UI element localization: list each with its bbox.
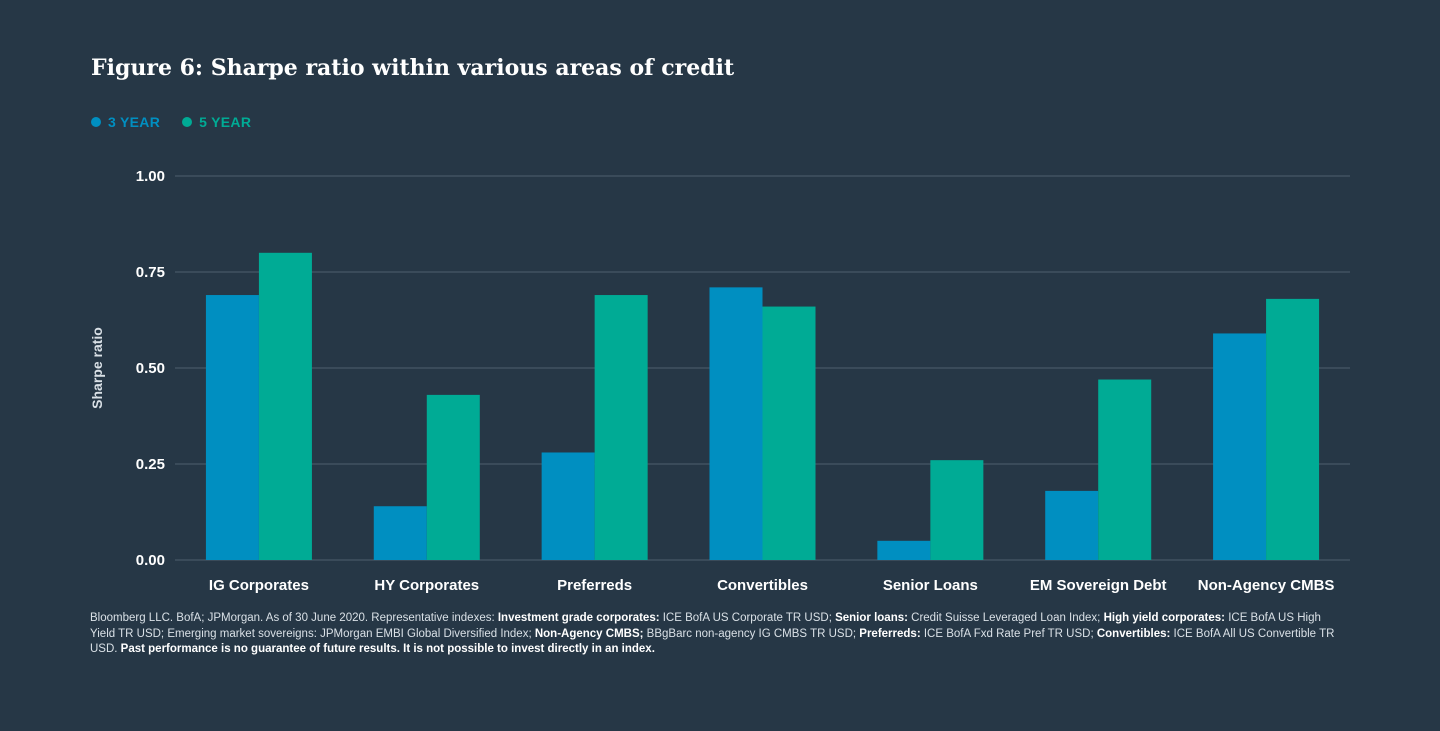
x-tick-label: IG Corporates bbox=[209, 577, 309, 594]
bar-3-year bbox=[205, 295, 259, 560]
y-tick-label: 0.25 bbox=[136, 456, 165, 473]
x-tick-label: HY Corporates bbox=[374, 577, 479, 594]
footnote-segment: ICE BofA Fxd Rate Pref TR USD; bbox=[920, 627, 1097, 640]
footnote-segment: Senior loans: bbox=[835, 612, 908, 624]
bar-3-year bbox=[1213, 333, 1267, 560]
footnote-segment: Preferreds: bbox=[859, 627, 921, 640]
y-axis-label: Sharpe ratio bbox=[89, 327, 105, 409]
y-tick-label: 0.50 bbox=[136, 360, 165, 377]
footnote-segment: Credit Suisse Leveraged Loan Index; bbox=[907, 612, 1104, 624]
footnote-segment: Convertibles: bbox=[1096, 627, 1171, 640]
source-footnote: Bloomberg LLC. BofA; JPMorgan. As of 30 … bbox=[90, 611, 1340, 658]
legend-label-5-year: 5 YEAR bbox=[199, 114, 252, 130]
bar-5-year bbox=[930, 460, 984, 560]
x-tick-label: Non-Agency CMBS bbox=[1198, 577, 1335, 594]
footnote-segment: BBgBarc non-agency IG CMBS TR USD; bbox=[643, 627, 860, 640]
y-tick-label: 1.00 bbox=[136, 168, 165, 185]
footnote-segment: Past performance is no guarantee of futu… bbox=[120, 643, 655, 655]
bar-5-year bbox=[1266, 298, 1320, 560]
legend-swatch-5-year bbox=[182, 117, 193, 127]
bar-3-year bbox=[541, 452, 595, 560]
legend-swatch-3-year bbox=[91, 117, 101, 127]
bar-3-year bbox=[1045, 490, 1099, 560]
footnote-segment: ICE BofA All US Convertible TR USD. bbox=[90, 627, 1335, 656]
chart-title: Figure 6: Sharpe ratio within various ar… bbox=[91, 55, 735, 81]
chart-legend: 3 YEAR 5 YEAR bbox=[91, 114, 251, 130]
bar-3-year bbox=[877, 540, 931, 560]
legend-item-3-year: 3 YEAR bbox=[91, 114, 160, 130]
bar-5-year bbox=[1098, 379, 1152, 560]
bar-3-year bbox=[709, 287, 763, 560]
y-tick-label: 0.75 bbox=[136, 264, 165, 281]
x-tick-label: EM Sovereign Debt bbox=[1030, 577, 1167, 594]
footnote-segment: ICE BofA US High Yield TR USD; Emerging … bbox=[90, 612, 1321, 640]
bar-5-year bbox=[594, 295, 648, 560]
bar-5-year bbox=[762, 306, 816, 560]
footnote-segment: Investment grade corporates: bbox=[497, 612, 660, 624]
x-tick-label: Senior Loans bbox=[883, 577, 978, 594]
x-tick-label: Preferreds bbox=[557, 577, 632, 594]
bar-5-year bbox=[258, 252, 312, 561]
y-tick-label: 0.00 bbox=[136, 552, 165, 569]
footnote-segment: Non-Agency CMBS; bbox=[534, 627, 644, 640]
footnote-segment: High yield corporates: bbox=[1103, 612, 1225, 624]
legend-label-3-year: 3 YEAR bbox=[108, 114, 161, 130]
bar-chart: 0.00 0.25 0.50 0.75 1.00 Sharpe ratio IG Corpo… bbox=[89, 168, 1350, 594]
bar-3-year bbox=[373, 506, 427, 560]
footnote-segment: Bloomberg LLC. BofA; JPMorgan. As of 30 … bbox=[90, 612, 498, 624]
bar-5-year bbox=[426, 394, 480, 560]
footnote-segment: ICE BofA US Corporate TR USD; bbox=[659, 612, 836, 624]
x-tick-label: Convertibles bbox=[717, 577, 808, 594]
legend-item-5-year: 5 YEAR bbox=[182, 114, 251, 130]
